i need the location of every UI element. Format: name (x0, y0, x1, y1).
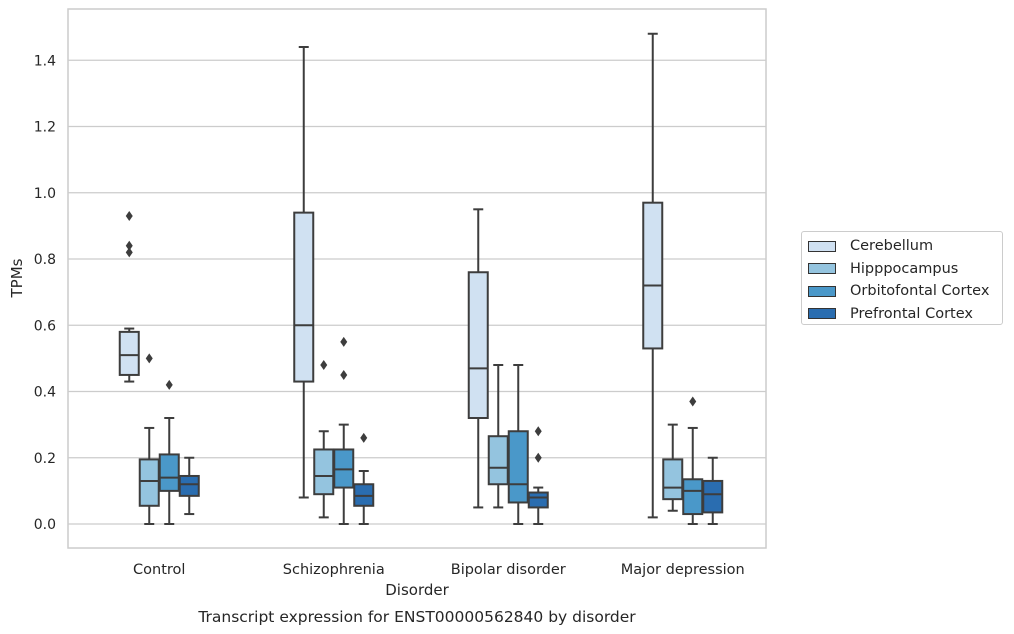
y-tick-label: 0.6 (34, 318, 56, 334)
legend-swatch (808, 240, 836, 252)
x-axis-label: Disorder (385, 581, 449, 599)
y-tick-label: 1.2 (34, 120, 56, 136)
legend-label: Hipppocampus (850, 260, 959, 277)
box-orbitofontal-cortex (333, 336, 355, 525)
iqr-box (118, 330, 140, 376)
y-tick-label: 0.4 (34, 385, 56, 401)
iqr-box (467, 271, 489, 419)
outlier-point (165, 379, 173, 390)
iqr-box (527, 491, 549, 509)
outlier-point (534, 452, 542, 463)
legend-label: Cerebellum (850, 238, 934, 255)
legend-label: Orbitofontal Cortex (850, 283, 990, 300)
plot-frame (67, 8, 767, 549)
legend-swatch (808, 308, 836, 320)
y-tick-label: 1.4 (34, 53, 56, 69)
y-tick-label: 0.0 (34, 517, 56, 533)
x-tick-label: Major depression (621, 562, 745, 578)
outlier-point (340, 369, 348, 380)
legend-item: Orbitofontal Cortex (808, 280, 1002, 303)
box-marks (118, 32, 724, 525)
box-orbitofontal-cortex (682, 396, 704, 525)
box-cerebellum (118, 210, 140, 383)
box-hipppocampus (662, 423, 684, 512)
y-tick-label: 0.2 (34, 451, 56, 467)
box-prefrontal-cortex (527, 426, 549, 525)
iqr-box (178, 474, 200, 497)
outlier-point (534, 426, 542, 437)
y-tick-label: 1.0 (34, 186, 56, 202)
box-hipppocampus (487, 364, 509, 509)
legend-item: Prefrontal Cortex (808, 303, 1002, 326)
box-cerebellum (293, 46, 315, 499)
outlier-point (145, 353, 153, 364)
x-tick-label: Control (133, 562, 185, 578)
x-tick-labels: Control Schizophrenia Bipolar disorder Majo… (133, 562, 745, 578)
box-orbitofontal-cortex (507, 364, 529, 525)
legend-swatch (808, 285, 836, 297)
box-cerebellum (642, 32, 664, 519)
legend-label: Prefrontal Cortex (850, 305, 973, 322)
iqr-box (507, 430, 529, 504)
iqr-box (682, 478, 704, 516)
outlier-point (320, 360, 328, 370)
y-axis-label: TPMs (8, 258, 26, 298)
y-tick-label: 0.8 (34, 252, 56, 268)
legend: Cerebellum Hipppocampus Orbitofontal Corte… (801, 231, 1003, 325)
iqr-box (487, 435, 509, 486)
outlier-point (125, 247, 133, 258)
x-tick-label: Schizophrenia (283, 562, 385, 578)
box-cerebellum (467, 208, 489, 509)
y-tick-labels: 0.0 0.2 0.4 0.6 0.8 1.0 1.2 1.4 (34, 53, 56, 533)
chart-caption: Transcript expression for ENST0000056284… (197, 608, 636, 626)
outlier-point (125, 240, 133, 251)
box-prefrontal-cortex (178, 456, 200, 516)
box-orbitofontal-cortex (158, 379, 180, 525)
legend-swatch (808, 263, 836, 275)
iqr-box (702, 479, 724, 514)
box-prefrontal-cortex (702, 456, 724, 525)
iqr-box (138, 458, 160, 507)
outlier-point (689, 396, 697, 407)
iqr-box (642, 201, 664, 350)
legend-item: Hipppocampus (808, 258, 1002, 281)
outlier-point (360, 432, 368, 443)
box-hipppocampus (313, 360, 335, 519)
outlier-point (125, 210, 133, 221)
iqr-box (158, 453, 180, 492)
iqr-box (313, 448, 335, 496)
box-prefrontal-cortex (353, 432, 375, 525)
iqr-box (662, 458, 684, 501)
x-tick-label: Bipolar disorder (451, 562, 566, 578)
legend-item: Cerebellum (808, 235, 1002, 258)
box-hipppocampus (138, 353, 160, 525)
iqr-box (293, 211, 315, 383)
outlier-point (340, 336, 348, 347)
